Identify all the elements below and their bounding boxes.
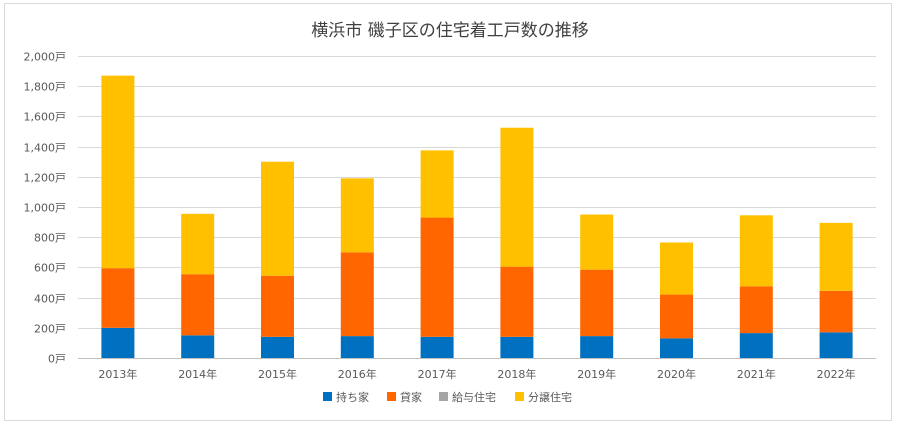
y-tick-label: 2,000戸 [24,51,67,64]
x-tick-label: 2020年 [657,367,696,381]
bar-segment [181,213,215,275]
bar-segment [580,269,614,337]
bar-segment [101,268,135,328]
y-tick-label: 1,400戸 [24,142,67,155]
y-axis: 0戸 200戸 400戸 600戸 800戸 1,000戸 1,200戸 1,400戸 1,60… [24,51,67,366]
bar-segment [420,217,454,337]
bar-segment [420,150,454,218]
bars [101,75,853,358]
bar-segment [660,294,693,339]
bar-segment [420,336,454,358]
y-tick-label: 1,800戸 [24,81,67,94]
y-tick-label: 400戸 [34,293,66,306]
bar-segment [101,75,135,269]
bar-segment [500,127,534,267]
bar-segment [739,333,773,358]
bar-segment [580,214,614,270]
legend-label: 給与住宅 [452,390,496,404]
legend-label: 分譲住宅 [528,390,572,404]
x-tick-label: 2016年 [338,367,377,381]
bar-segment [340,336,374,358]
bar-segment [660,338,693,358]
bar-segment [739,286,773,334]
y-tick-label: 600戸 [34,262,66,275]
bar-segment [819,332,853,358]
legend-label: 貸家 [400,390,422,404]
bar-segment [500,266,534,337]
y-tick-label: 0戸 [48,353,66,366]
legend-label: 持ち家 [336,390,369,404]
bar-segment [181,274,215,336]
bar-segment [660,242,693,295]
legend-swatch [323,392,332,401]
bar-segment [819,290,853,333]
x-axis: 2013年 2014年 2015年 2016年 2017年 2018年 2019年 2020年… [78,358,876,381]
x-tick-label: 2021年 [737,367,776,381]
y-tick-label: 200戸 [34,323,66,336]
x-tick-label: 2022年 [817,367,856,381]
chart-title: 横浜市 磯子区の住宅着工戸数の推移 [311,21,588,41]
legend-swatch [515,392,524,401]
bar-segment [261,275,294,337]
bar-segment [500,336,534,358]
bar-segment [101,327,135,358]
y-tick-label: 1,600戸 [24,111,67,124]
legend-swatch [387,392,396,401]
bar-segment [261,161,294,276]
x-tick-label: 2015年 [258,367,297,381]
y-tick-label: 1,200戸 [24,172,67,185]
bar-segment [181,335,215,358]
x-tick-label: 2018年 [497,367,536,381]
bar-segment [819,222,853,291]
bar-segment [739,215,773,287]
legend: 持ち家 貸家 給与住宅 分譲住宅 [323,390,572,404]
bar-segment [580,336,614,358]
bar-segment [340,178,374,253]
x-tick-label: 2014年 [178,367,217,381]
y-tick-label: 1,000戸 [24,202,67,215]
x-tick-label: 2013年 [98,367,137,381]
x-tick-label: 2019年 [577,367,616,381]
legend-swatch [439,392,448,401]
x-tick-label: 2017年 [418,367,457,381]
bar-segment [261,336,294,358]
y-tick-label: 800戸 [34,232,66,245]
bar-segment [340,252,374,337]
